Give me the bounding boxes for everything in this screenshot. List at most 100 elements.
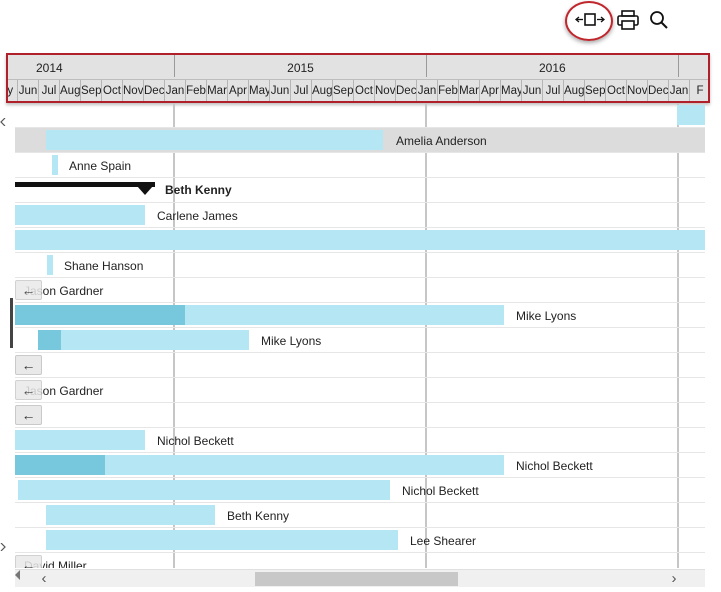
task-bar[interactable] <box>15 455 504 475</box>
task-row: Carlene James <box>15 203 705 228</box>
gantt-chart-area: Amelia Anderson Anne Spain Beth Kenny Ca… <box>15 103 705 568</box>
task-progress <box>15 455 105 475</box>
month-cell: Oct <box>102 80 123 101</box>
month-cell: Aug <box>312 80 333 101</box>
task-row: Beth Kenny <box>15 503 705 528</box>
month-cell: Jul <box>39 80 60 101</box>
caret-left-icon <box>15 570 20 580</box>
month-cell: Sep <box>333 80 354 101</box>
arrow-left-icon: ← <box>21 282 36 298</box>
year-gridline <box>677 103 679 568</box>
month-cell: Jul <box>291 80 312 101</box>
month-row: ayJunJulAugSepOctNovDecJanFebMarAprMayJu… <box>8 79 708 101</box>
month-cell: Jan <box>165 80 186 101</box>
arrow-left-icon: ← <box>21 557 36 568</box>
task-label: Jason Gardner <box>24 284 104 298</box>
scroll-to-task-button[interactable]: ← <box>15 355 42 375</box>
task-row: Nichol Beckett <box>15 478 705 503</box>
summary-end-marker <box>137 186 153 195</box>
task-label: Nichol Beckett <box>402 484 479 498</box>
year-cell: 2015 <box>175 55 427 77</box>
month-cell: Nov <box>375 80 396 101</box>
task-label: Shane Hanson <box>64 259 144 273</box>
scroll-to-task-button[interactable]: ← <box>15 555 42 568</box>
task-bar[interactable] <box>46 505 215 525</box>
month-cell: Sep <box>585 80 606 101</box>
fit-to-screen-button[interactable] <box>575 6 605 34</box>
month-cell: Dec <box>144 80 165 101</box>
year-cell: 2014 <box>8 55 175 77</box>
task-row: Lee Shearer <box>15 528 705 553</box>
task-row: Nichol Beckett <box>15 453 705 478</box>
month-cell: Mar <box>459 80 480 101</box>
task-label: Carlene James <box>157 209 238 223</box>
chevron-right-icon: › <box>671 570 677 587</box>
rail-marker <box>0 113 6 127</box>
year-label: 2016 <box>539 61 566 75</box>
scroll-to-task-button[interactable]: ← <box>15 405 42 425</box>
month-cell: Mar <box>207 80 228 101</box>
task-label: Anne Spain <box>69 159 132 173</box>
year-label: 2014 <box>36 61 63 75</box>
task-label: Nichol Beckett <box>516 459 593 473</box>
task-row <box>15 228 705 253</box>
month-cell: Jun <box>18 80 39 101</box>
task-bar[interactable] <box>15 430 145 450</box>
month-cell: Jan <box>669 80 690 101</box>
task-row: Amelia Anderson <box>15 128 705 153</box>
arrow-left-icon: ← <box>21 407 36 423</box>
task-bar[interactable] <box>46 530 398 550</box>
task-bar[interactable] <box>47 255 53 275</box>
scroll-left-button[interactable]: ‹ <box>35 570 53 588</box>
month-cell: Nov <box>123 80 144 101</box>
task-progress <box>15 305 185 325</box>
scroll-to-task-button[interactable]: ← <box>15 380 42 400</box>
year-row: 2014 2015 2016 <box>8 55 708 77</box>
month-cell: Aug <box>564 80 585 101</box>
task-row: Beth Kenny <box>15 178 705 203</box>
task-bar[interactable] <box>15 230 705 250</box>
scroll-to-task-button[interactable]: ← <box>15 280 42 300</box>
task-label: Mike Lyons <box>261 334 322 348</box>
rail-marker <box>0 538 6 552</box>
search-button[interactable] <box>644 6 674 34</box>
month-cell: Jun <box>522 80 543 101</box>
month-cell: Dec <box>648 80 669 101</box>
month-cell: May <box>501 80 522 101</box>
month-cell: Oct <box>606 80 627 101</box>
task-bar[interactable] <box>15 305 504 325</box>
year-cell: 2016 <box>427 55 679 77</box>
print-icon <box>617 10 639 30</box>
task-row: Nichol Beckett <box>15 428 705 453</box>
task-label: Amelia Anderson <box>396 134 487 148</box>
left-rail <box>0 103 8 568</box>
month-cell: Jul <box>543 80 564 101</box>
month-cell: F <box>690 80 708 101</box>
arrow-left-icon: ← <box>21 382 36 398</box>
year-label: 2015 <box>287 61 314 75</box>
task-label: David Miller <box>24 559 87 568</box>
task-bar[interactable] <box>18 480 390 500</box>
task-bar[interactable] <box>46 130 383 150</box>
task-row: Jason Gardner ← <box>15 378 705 403</box>
month-cell: Feb <box>186 80 207 101</box>
task-progress <box>38 330 61 350</box>
splitter-handle[interactable] <box>10 298 13 348</box>
month-cell: Jan <box>417 80 438 101</box>
scroll-right-button[interactable]: › <box>665 570 683 588</box>
timescale-header: 2014 2015 2016 ayJunJulAugSepOctNovDecJanF… <box>6 53 710 103</box>
task-bar[interactable] <box>15 205 145 225</box>
month-cell: Apr <box>480 80 501 101</box>
task-bar[interactable] <box>38 330 249 350</box>
task-bar[interactable] <box>677 105 705 125</box>
task-label: Beth Kenny <box>165 183 232 197</box>
task-label: Beth Kenny <box>227 509 290 523</box>
scrollbar-thumb[interactable] <box>255 572 458 586</box>
task-row: Jason Gardner ← <box>15 278 705 303</box>
task-bar[interactable] <box>52 155 58 175</box>
month-cell: Nov <box>627 80 648 101</box>
print-button[interactable] <box>613 6 643 34</box>
summary-bar[interactable] <box>15 182 155 187</box>
horizontal-scrollbar[interactable]: ‹ › <box>15 569 705 587</box>
